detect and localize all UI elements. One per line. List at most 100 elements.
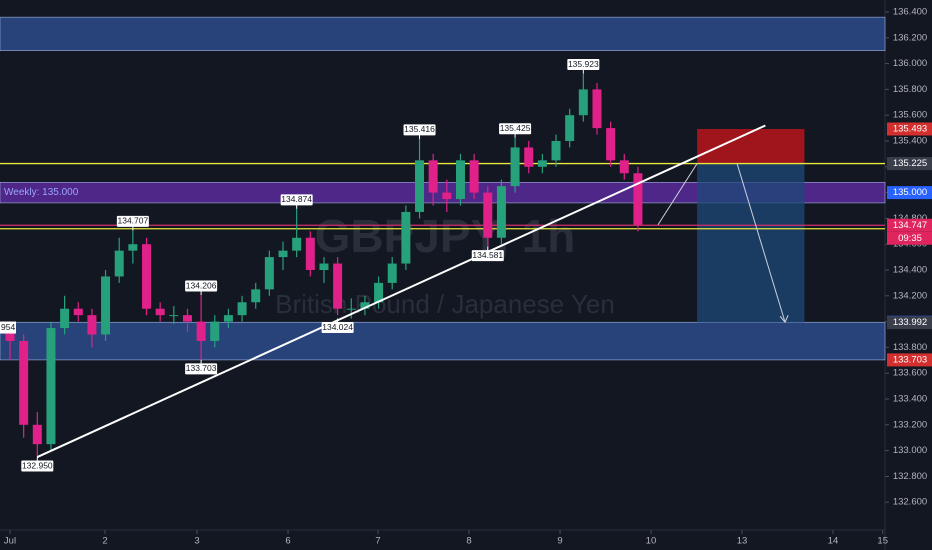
projection-path xyxy=(657,163,698,226)
price-label-box xyxy=(887,316,932,330)
candle-body xyxy=(319,263,329,270)
y-tick-label: 132.600 xyxy=(893,497,927,508)
y-tick-label: 134.800 xyxy=(893,213,927,224)
candle-body xyxy=(551,140,561,161)
countdown-box xyxy=(887,231,932,245)
x-tick-label: 10 xyxy=(646,536,657,547)
annotation-label: 135.416 xyxy=(404,124,435,134)
candle-body xyxy=(496,186,506,238)
candle-body xyxy=(32,424,42,445)
price-label-box xyxy=(887,353,932,367)
price-label-box xyxy=(887,186,932,200)
candle-body xyxy=(415,160,425,212)
x-tick-label: 14 xyxy=(828,536,839,547)
candle-body xyxy=(633,173,643,225)
y-tick-label: 135.400 xyxy=(893,136,927,147)
watermark: GBPJPY, 1h xyxy=(315,210,576,262)
stop-zone xyxy=(697,129,805,164)
annotation-label: 135.923 xyxy=(568,59,599,69)
annotation-box xyxy=(567,59,600,71)
candle-body xyxy=(264,257,274,290)
zone-label: Weekly: 135.000 xyxy=(4,187,79,198)
candle-body xyxy=(46,328,56,445)
y-tick-label: 133.400 xyxy=(893,394,927,405)
y-tick-label: 136.200 xyxy=(893,32,927,43)
annotation-box xyxy=(403,124,436,136)
candle-body xyxy=(360,302,370,309)
candle-body xyxy=(305,237,315,270)
target-zone xyxy=(697,163,805,323)
annotation-box xyxy=(499,123,532,135)
zone xyxy=(0,16,886,51)
annotation-box xyxy=(471,250,504,262)
candle-body xyxy=(510,147,520,187)
price-label: 135.000 xyxy=(893,187,927,198)
candle-body xyxy=(196,321,206,341)
x-tick-label: 7 xyxy=(375,536,380,547)
x-tick-label: 6 xyxy=(285,536,290,547)
countdown: 09:35 xyxy=(898,233,922,244)
price-label: 135.225 xyxy=(893,158,927,169)
candle-body xyxy=(87,315,97,335)
projection-arrow xyxy=(736,163,786,323)
x-tick-label: 2 xyxy=(102,536,107,547)
candle-body xyxy=(537,160,547,167)
candle-body xyxy=(182,315,192,322)
candle-body xyxy=(401,211,411,264)
candle-body xyxy=(374,282,384,303)
candle-body xyxy=(469,160,479,193)
candle-body xyxy=(565,115,575,141)
x-tick-label: 13 xyxy=(737,536,748,547)
left-label-box xyxy=(0,321,16,334)
trendline xyxy=(36,124,766,458)
candle-body xyxy=(483,192,493,238)
y-tick-label: 133.600 xyxy=(893,368,927,379)
annotation-box xyxy=(185,280,218,292)
y-tick-label: 132.800 xyxy=(893,471,927,482)
candle-body xyxy=(5,328,15,341)
y-tick-label: 133.200 xyxy=(893,419,927,430)
candle-body xyxy=(210,321,220,341)
candle-body xyxy=(251,289,261,303)
price-label-box xyxy=(887,122,932,136)
annotation-label: 134.024 xyxy=(322,322,353,332)
candle-body xyxy=(278,250,288,258)
price-label: 135.493 xyxy=(893,124,927,135)
annotation-label: 132.950 xyxy=(22,460,53,470)
y-tick-label: 135.600 xyxy=(893,110,927,121)
candle-body xyxy=(169,315,179,317)
watermark-subtitle: British Pound / Japanese Yen xyxy=(275,289,615,319)
price-label: 133.703 xyxy=(893,354,927,365)
candle-body xyxy=(387,263,397,283)
candle-body xyxy=(142,244,152,309)
candle-body xyxy=(128,244,138,251)
candle-body xyxy=(223,315,233,322)
candle-body xyxy=(619,160,629,174)
candle-body xyxy=(524,147,534,167)
candle-body xyxy=(292,237,302,251)
candle-body xyxy=(237,302,247,316)
candle-body xyxy=(19,340,29,425)
y-tick-label: 135.800 xyxy=(893,84,927,95)
annotation-label: 135.425 xyxy=(500,123,531,133)
candle-body xyxy=(455,160,465,200)
price-label: 133.992 xyxy=(893,317,927,328)
annotation-box xyxy=(21,460,54,472)
y-tick-label: 133.000 xyxy=(893,445,927,456)
annotation-box xyxy=(116,215,149,227)
annotation-label: 134.206 xyxy=(186,280,217,290)
price-label-box xyxy=(887,157,932,171)
left-label: 954 xyxy=(1,322,15,332)
candle-body xyxy=(333,263,343,309)
y-tick-label: 136.000 xyxy=(893,58,927,69)
candle-body xyxy=(442,192,452,200)
y-tick-label: 134.200 xyxy=(893,290,927,301)
price-label-box xyxy=(887,218,932,232)
annotation-label: 134.707 xyxy=(117,216,148,226)
annotation-label: 134.874 xyxy=(281,194,312,204)
x-tick-label: 15 xyxy=(877,536,888,547)
x-tick-label: 8 xyxy=(466,536,471,547)
y-tick-label: 134.400 xyxy=(893,265,927,276)
candle-body xyxy=(60,308,70,329)
candle-body xyxy=(606,128,616,161)
